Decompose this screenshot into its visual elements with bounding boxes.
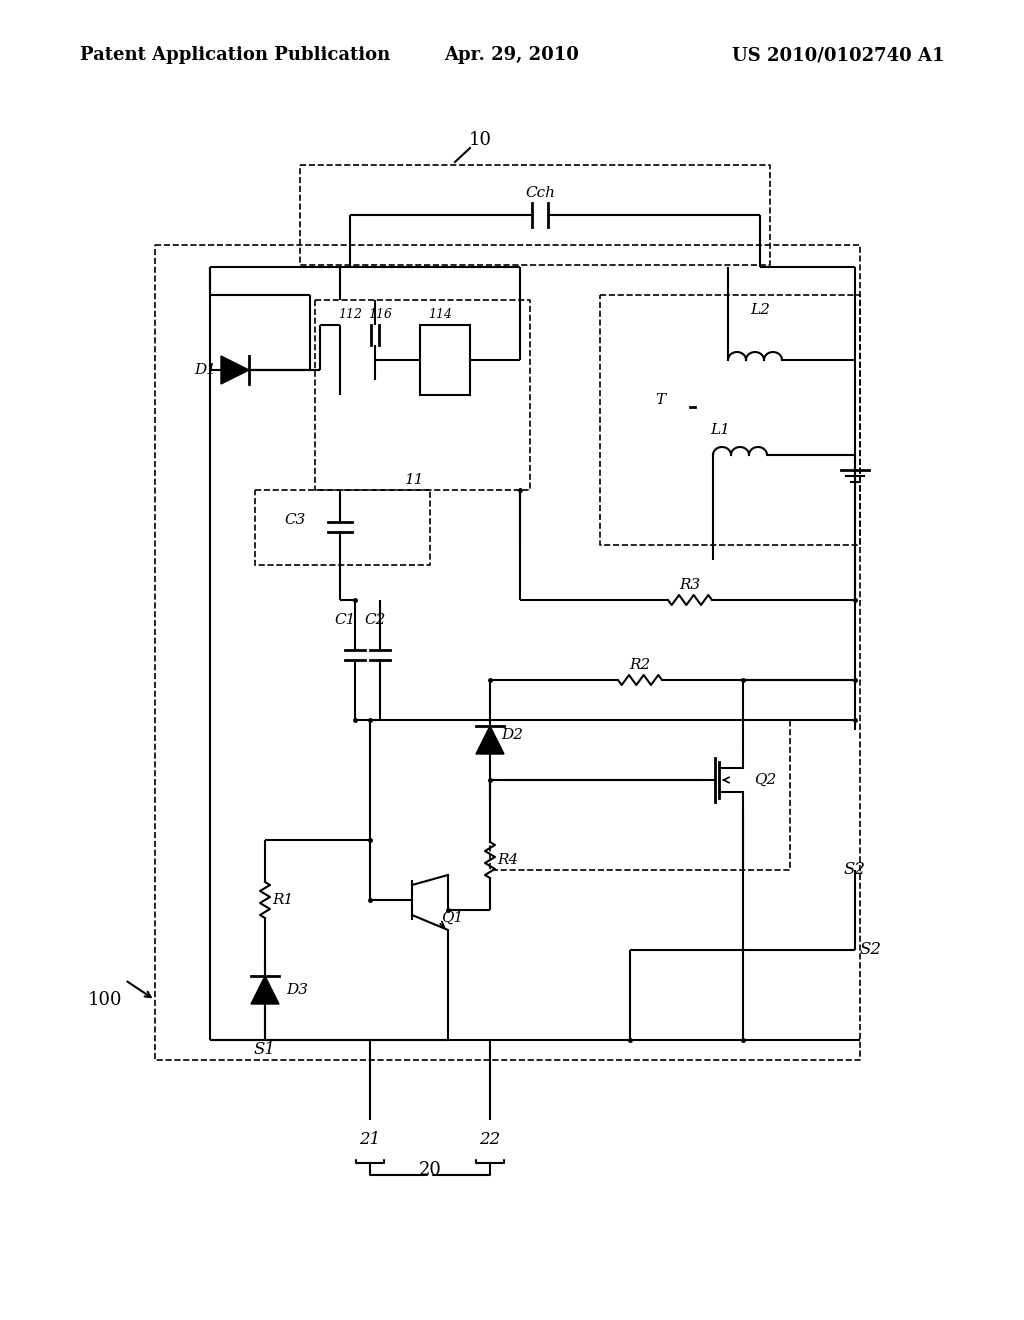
Text: 20: 20 [419,1162,441,1179]
Polygon shape [221,356,249,384]
Text: C3: C3 [285,513,306,527]
Text: Q2: Q2 [754,774,776,787]
Text: Patent Application Publication: Patent Application Publication [80,46,390,63]
Text: 21: 21 [359,1131,381,1148]
Text: Cch: Cch [525,186,555,201]
Text: D2: D2 [501,729,523,742]
Text: 11: 11 [406,473,425,487]
Text: S2: S2 [860,941,882,958]
Text: R1: R1 [272,894,294,907]
Text: 10: 10 [469,131,492,149]
Text: 116: 116 [368,309,392,322]
Text: R3: R3 [679,578,700,591]
Text: 112: 112 [338,309,362,322]
Text: 22: 22 [479,1131,501,1148]
Text: 114: 114 [428,309,452,322]
Text: S1: S1 [254,1041,276,1059]
Text: 100: 100 [88,991,122,1008]
Text: L2: L2 [750,304,770,317]
Polygon shape [251,975,279,1005]
Polygon shape [476,726,504,754]
Text: L1: L1 [710,422,730,437]
Text: US 2010/0102740 A1: US 2010/0102740 A1 [731,46,944,63]
Text: C1: C1 [334,612,355,627]
Text: S2: S2 [844,862,866,879]
Bar [420,325,470,395]
Text: T: T [655,393,665,407]
Text: R2: R2 [630,657,650,672]
Text: R4: R4 [498,853,518,867]
Text: D1: D1 [194,363,216,378]
Text: C2: C2 [365,612,386,627]
Text: Q1: Q1 [441,911,463,925]
Text: Apr. 29, 2010: Apr. 29, 2010 [444,46,580,63]
Text: D3: D3 [286,983,308,997]
